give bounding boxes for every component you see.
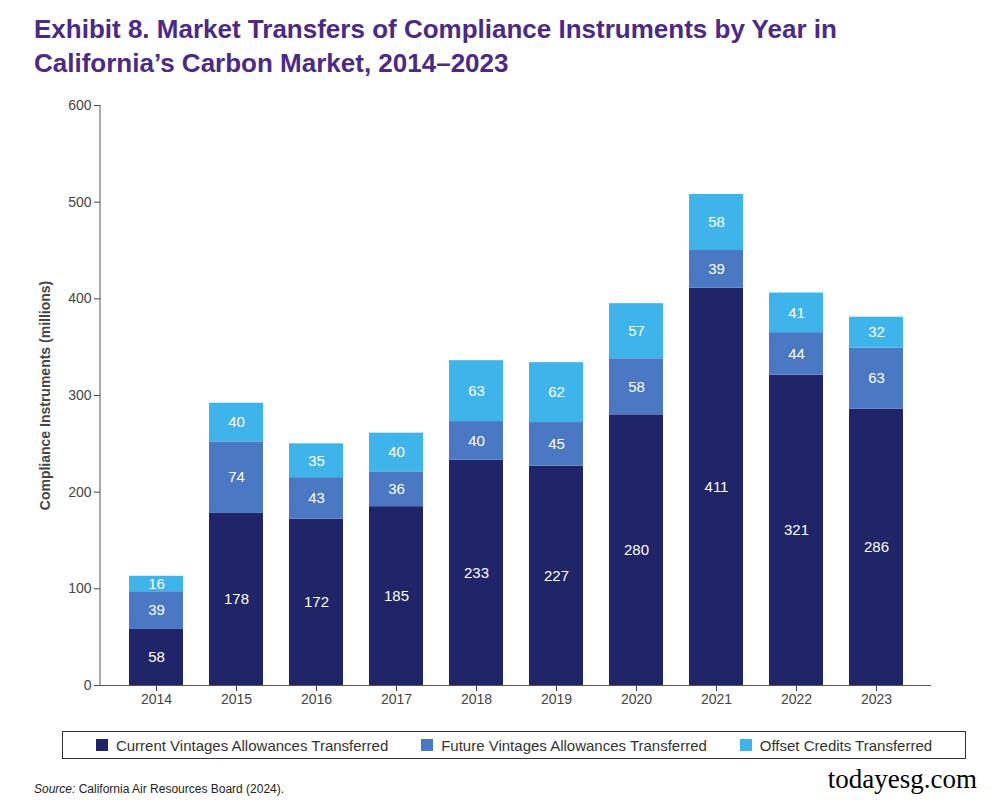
svg-text:200: 200 bbox=[68, 484, 92, 500]
svg-text:300: 300 bbox=[68, 387, 92, 403]
svg-text:41: 41 bbox=[788, 304, 805, 321]
svg-text:2017: 2017 bbox=[381, 691, 412, 707]
svg-text:2023: 2023 bbox=[861, 691, 892, 707]
svg-text:43: 43 bbox=[308, 489, 325, 506]
html-text:Current Vintages Allowances Tr: Current Vintages Allowances Transferred bbox=[115, 736, 389, 754]
svg-text:58: 58 bbox=[628, 378, 645, 395]
html-text:todayesg.com: todayesg.com bbox=[827, 764, 977, 794]
svg-text:600: 600 bbox=[68, 97, 92, 113]
svg-text:286: 286 bbox=[864, 538, 889, 555]
svg-text:2019: 2019 bbox=[541, 691, 572, 707]
svg-text:321: 321 bbox=[784, 521, 809, 538]
svg-text:2022: 2022 bbox=[781, 691, 812, 707]
html-text:Source: California Air Resourc: Source: California Air Resources Board (… bbox=[34, 782, 285, 796]
svg-text:44: 44 bbox=[788, 345, 805, 362]
svg-text:40: 40 bbox=[388, 443, 405, 460]
svg-text:500: 500 bbox=[68, 194, 92, 210]
svg-text:62: 62 bbox=[548, 383, 565, 400]
svg-text:233: 233 bbox=[464, 564, 489, 581]
svg-text:63: 63 bbox=[468, 382, 485, 399]
svg-text:178: 178 bbox=[224, 590, 249, 607]
svg-text:280: 280 bbox=[624, 541, 649, 558]
html-text:Exhibit 8. Market Transfers of: Exhibit 8. Market Transfers of Complianc… bbox=[34, 14, 837, 78]
svg-text:2015: 2015 bbox=[221, 691, 252, 707]
svg-text:35: 35 bbox=[308, 452, 325, 469]
svg-text:2018: 2018 bbox=[461, 691, 492, 707]
svg-text:57: 57 bbox=[628, 322, 645, 339]
svg-text:40: 40 bbox=[468, 432, 485, 449]
svg-text:2014: 2014 bbox=[141, 691, 172, 707]
html-text:Future Vintages Allowances Tra: Future Vintages Allowances Transferred bbox=[441, 736, 707, 754]
svg-text:39: 39 bbox=[708, 260, 725, 277]
svg-text:63: 63 bbox=[868, 369, 885, 386]
svg-text:185: 185 bbox=[384, 587, 409, 604]
svg-text:39: 39 bbox=[148, 601, 165, 618]
svg-text:172: 172 bbox=[304, 593, 329, 610]
svg-text:32: 32 bbox=[868, 323, 885, 340]
svg-text:74: 74 bbox=[228, 468, 245, 485]
svg-text:2021: 2021 bbox=[701, 691, 732, 707]
svg-text:400: 400 bbox=[68, 290, 92, 306]
svg-text:2020: 2020 bbox=[621, 691, 652, 707]
svg-text:0: 0 bbox=[84, 677, 92, 693]
svg-text:Compliance Instruments (millio: Compliance Instruments (millions) bbox=[37, 281, 53, 510]
html-text:Offset Credits Transferred: Offset Credits Transferred bbox=[759, 736, 933, 754]
svg-text:40: 40 bbox=[228, 413, 245, 430]
svg-text:227: 227 bbox=[544, 567, 569, 584]
svg-text:45: 45 bbox=[548, 435, 565, 452]
svg-text:411: 411 bbox=[705, 478, 729, 495]
svg-text:58: 58 bbox=[148, 648, 165, 665]
svg-text:58: 58 bbox=[708, 213, 725, 230]
svg-text:100: 100 bbox=[68, 580, 92, 596]
svg-text:2016: 2016 bbox=[301, 691, 332, 707]
svg-text:16: 16 bbox=[148, 575, 165, 592]
svg-text:36: 36 bbox=[388, 480, 405, 497]
